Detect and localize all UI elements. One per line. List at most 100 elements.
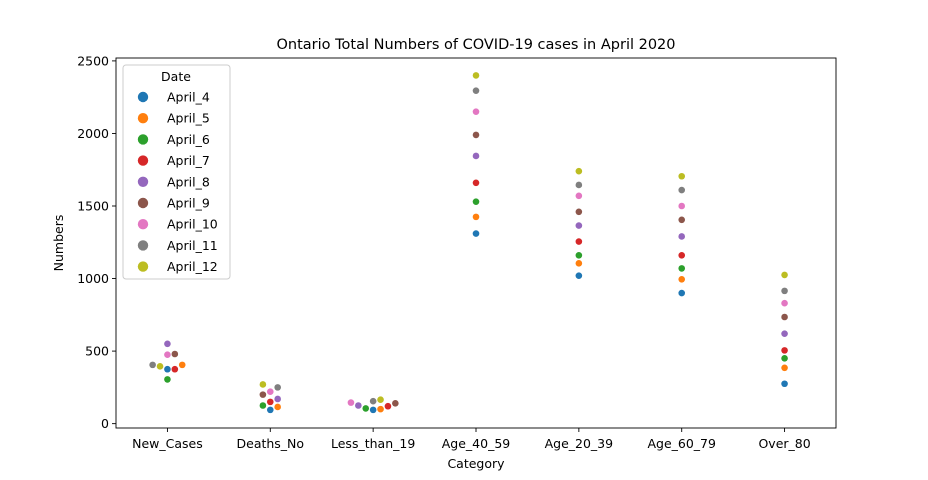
data-point (259, 381, 267, 388)
data-point (362, 405, 370, 412)
data-point (472, 230, 480, 237)
legend-marker (137, 113, 149, 124)
y-tick-label: 2000 (77, 126, 109, 141)
data-point (156, 363, 164, 370)
x-tick-label: New_Cases (132, 436, 203, 451)
data-point (781, 347, 788, 354)
data-point (274, 395, 281, 403)
data-point (164, 351, 171, 359)
data-point (678, 172, 686, 180)
data-point (575, 238, 583, 245)
x-tick-label: Age_60_79 (647, 436, 716, 451)
legend-box (122, 64, 231, 280)
data-point (575, 181, 583, 189)
legend: Date April_4 April_5 April_6 April_7 April_8… (122, 64, 231, 280)
data-point (274, 384, 281, 391)
data-point (164, 365, 171, 373)
legend-marker (137, 176, 149, 187)
x-tick-label: Deaths_No (237, 436, 305, 451)
data-point (384, 402, 392, 410)
chart-title: Ontario Total Numbers of COVID-19 cases … (276, 37, 675, 53)
legend-label: April_8 (167, 174, 210, 189)
data-point (472, 72, 480, 79)
data-point (472, 152, 480, 160)
y-tick-label: 2500 (77, 53, 109, 68)
data-point (781, 313, 788, 321)
data-point (392, 400, 399, 407)
data-point (472, 131, 480, 139)
data-point (472, 108, 480, 115)
legend-marker (137, 219, 149, 230)
data-point (575, 208, 583, 216)
data-point (164, 376, 171, 383)
y-axis-label: Numbers (51, 215, 66, 272)
legend-marker (137, 155, 149, 166)
legend-label: April_9 (167, 196, 210, 211)
data-point (472, 198, 480, 205)
x-tick-label: Over_80 (758, 436, 810, 451)
data-point (347, 399, 355, 406)
y-tick-label: 1500 (77, 199, 109, 214)
data-point (369, 406, 377, 414)
x-tick-label: Age_20_39 (545, 436, 614, 451)
y-tick-label: 1000 (77, 271, 109, 286)
y-tick-label: 500 (85, 344, 109, 359)
data-point (781, 355, 788, 362)
data-point (149, 361, 156, 369)
data-point (678, 252, 686, 259)
data-point (781, 287, 788, 295)
data-point (266, 406, 274, 414)
data-point (171, 365, 179, 373)
data-point (781, 380, 788, 388)
data-point (678, 233, 686, 240)
data-point (678, 216, 686, 224)
data-point (274, 403, 281, 411)
data-point (259, 402, 267, 409)
legend-marker (137, 197, 149, 209)
data-point (575, 192, 583, 200)
data-point (781, 330, 788, 337)
legend-label: April_6 (167, 132, 210, 147)
legend-label: April_7 (167, 153, 210, 168)
data-points (149, 72, 788, 414)
x-axis: New_Cases Deaths_No Less_than_19 Age_40_59 A… (132, 428, 811, 451)
legend-marker (137, 261, 149, 272)
y-tick-label: 0 (101, 416, 109, 431)
x-tick-label: Age_40_59 (442, 436, 511, 451)
data-point (472, 179, 480, 187)
data-point (781, 364, 788, 372)
data-point (575, 222, 583, 229)
data-point (369, 397, 377, 405)
legend-title: Date (161, 69, 191, 84)
data-point (575, 272, 583, 279)
legend-marker (137, 91, 149, 103)
legend-marker (137, 134, 149, 145)
legend-label: April_12 (167, 259, 218, 274)
legend-label: April_5 (167, 111, 210, 126)
data-point (678, 186, 686, 194)
data-point (472, 213, 480, 221)
data-point (575, 167, 583, 175)
data-point (472, 87, 480, 94)
legend-label: April_4 (167, 90, 210, 105)
data-point (678, 265, 686, 272)
y-axis: 0 500 1000 1500 2000 2500 (77, 53, 116, 431)
x-tick-label: Less_than_19 (331, 436, 415, 451)
legend-label: April_11 (167, 238, 218, 253)
data-point (266, 398, 274, 406)
data-point (678, 289, 686, 297)
data-point (259, 391, 267, 398)
data-point (171, 350, 179, 358)
data-point (266, 388, 274, 396)
data-point (781, 299, 788, 307)
data-point (178, 361, 186, 369)
data-point (575, 260, 583, 267)
data-point (781, 271, 788, 279)
legend-marker (137, 240, 149, 251)
data-point (164, 340, 171, 348)
data-point (377, 405, 384, 413)
data-point (678, 275, 686, 283)
data-point (678, 202, 686, 210)
data-point (377, 396, 384, 404)
